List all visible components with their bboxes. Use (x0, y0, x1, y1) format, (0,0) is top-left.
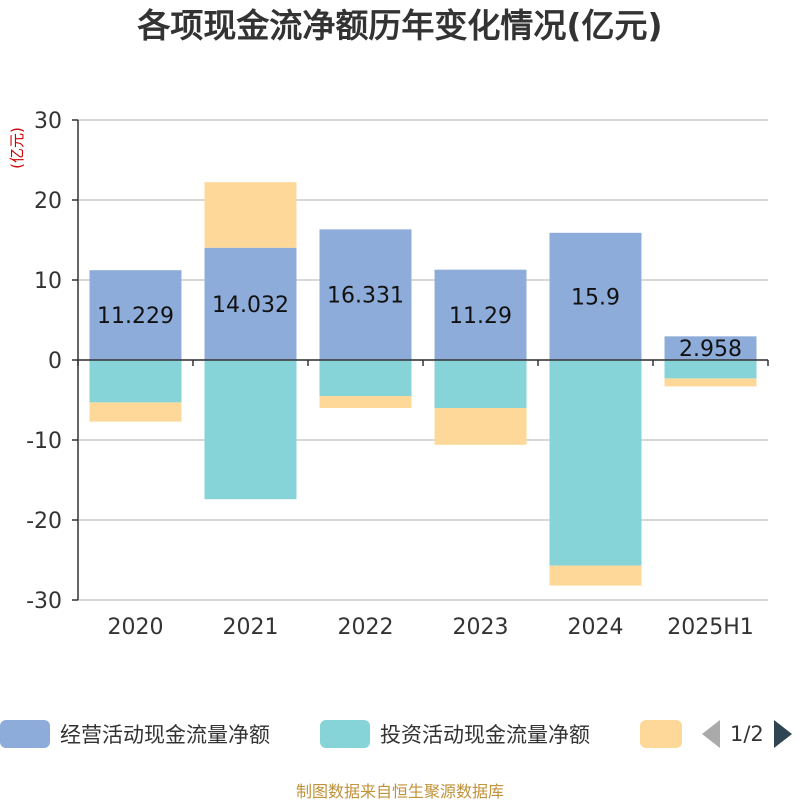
y-tick-label: -30 (26, 589, 62, 614)
legend-label-investing: 投资活动现金流量净额 (380, 723, 590, 747)
legend-pager: 1/2 (702, 716, 792, 752)
bar-2-2021 (204, 360, 297, 500)
legend-item-investing[interactable]: 投资活动现金流量净额 (320, 716, 590, 752)
axes (72, 119, 769, 601)
bar-2-2025H1 (664, 360, 757, 379)
legend-prev-page-icon[interactable] (702, 720, 720, 748)
labels: 30 20 10 0 -10 -20 -30 11.229 2020 14.032 2021 16.3… (26, 109, 754, 640)
data-label-2023: 11.29 (449, 304, 512, 329)
data-label-2020: 11.229 (97, 304, 174, 329)
legend: 经营活动现金流量净额 投资活动现金流量净额 1/2 (0, 716, 800, 752)
y-tick-label: -10 (26, 429, 62, 454)
bar-1-2024 (549, 232, 642, 360)
x-tick-label: 2020 (108, 615, 164, 640)
bar-3-2021 (204, 182, 297, 248)
legend-page-indicator: 1/2 (730, 722, 764, 746)
bar-2-2023 (434, 360, 527, 408)
legend-next-page-icon[interactable] (773, 720, 792, 748)
legend-swatch-investing (320, 720, 370, 748)
bar-3-2025H1 (664, 378, 757, 387)
chart-title: 各项现金流净额历年变化情况(亿元) (137, 6, 663, 45)
y-tick-label: 30 (34, 109, 62, 134)
bar-1-2025H1 (664, 336, 757, 360)
data-label-2022: 16.331 (327, 284, 404, 309)
data-source-note: 制图数据来自恒生聚源数据库 (295, 782, 504, 801)
bars (89, 182, 757, 586)
legend-swatch-operating (0, 720, 50, 748)
bar-1-2021 (204, 247, 297, 360)
bar-1-2022 (319, 229, 412, 360)
chart-area: 30 20 10 0 -10 -20 -30 11.229 2020 14.032 2021 16.3… (8, 109, 769, 640)
data-label-2025H1: 2.958 (679, 337, 742, 362)
legend-swatch-third (640, 720, 682, 748)
data-label-2021: 14.032 (212, 293, 289, 318)
legend-label-operating: 经营活动现金流量净额 (60, 723, 270, 747)
x-tick-label: 2021 (223, 615, 279, 640)
legend-item-third[interactable] (640, 716, 682, 752)
bar-1-2020 (89, 270, 182, 360)
x-tick-label: 2023 (453, 615, 509, 640)
bar-2-2024 (549, 360, 642, 566)
y-tick-label: 0 (48, 349, 62, 374)
x-tick-label: 2022 (338, 615, 394, 640)
x-tick-label: 2024 (568, 615, 624, 640)
bar-1-2023 (434, 269, 527, 360)
y-tick-label: 20 (34, 189, 62, 214)
y-tick-label: 10 (34, 269, 62, 294)
bar-2-2020 (89, 360, 182, 403)
data-label-2024: 15.9 (571, 285, 620, 310)
bar-3-2023 (434, 408, 527, 445)
bar-3-2020 (89, 402, 182, 422)
legend-item-operating[interactable]: 经营活动现金流量净额 (0, 716, 270, 752)
bar-3-2022 (319, 396, 412, 408)
x-tick-label: 2025H1 (667, 615, 754, 640)
y-axis-unit: (亿元) (8, 127, 26, 169)
bar-3-2024 (549, 565, 642, 586)
bar-2-2022 (319, 360, 412, 396)
y-tick-label: -20 (26, 509, 62, 534)
